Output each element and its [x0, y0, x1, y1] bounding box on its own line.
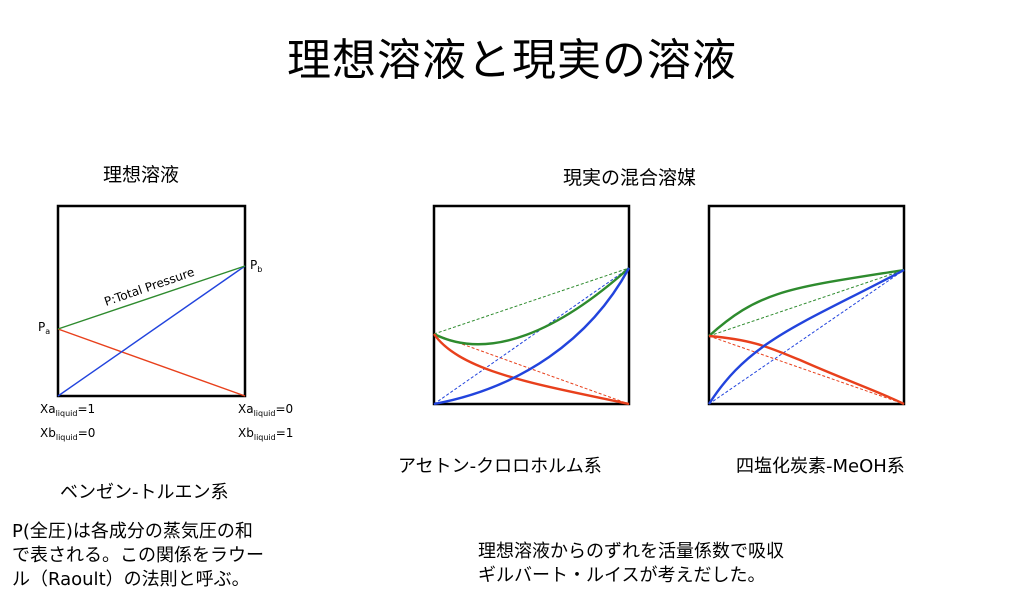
ac-real-total-curve	[433, 267, 630, 346]
xa-left-label: Xaliquid=1	[40, 402, 96, 418]
real-explanation-line: ギルバート・ルイスが考えだした。	[478, 565, 766, 586]
ccl4-meoh-frame	[707, 204, 906, 406]
ac-ideal-a-dashed	[433, 333, 630, 405]
ccl4-meoh-diagram	[707, 204, 906, 406]
ccl4-meoh-caption: 四塩化炭素-MeOH系	[736, 456, 905, 477]
xb-right-label: Xbliquid=1	[238, 426, 294, 442]
ideal-a-partial-line	[57, 328, 246, 397]
ideal-explanation: P(全圧)は各成分の蒸気圧の和 で表される。この関係をラウー ル（Raoult）…	[12, 520, 264, 592]
ideal-explanation-line: ル（Raoult）の法則と呼ぶ。	[12, 569, 250, 590]
xb-left-label: Xbliquid=0	[40, 426, 96, 442]
xa-right-label: Xaliquid=0	[238, 402, 294, 418]
ideal-frame	[56, 204, 247, 398]
cm-ideal-a-dashed	[708, 335, 905, 405]
cm-real-total-curve	[708, 268, 905, 337]
ac-ideal-total-dashed	[433, 267, 630, 335]
ac-real-b-curve	[433, 267, 631, 406]
ideal-caption: ベンゼン-トルエン系	[60, 482, 229, 503]
pa-label: Pa	[38, 320, 51, 336]
acetone-chloroform-frame	[432, 204, 631, 406]
cm-real-b-curve	[707, 268, 905, 405]
page-title: 理想溶液と現実の溶液	[287, 35, 737, 86]
cm-ideal-total-dashed	[708, 269, 905, 337]
ac-real-a-curve	[433, 333, 630, 406]
ideal-explanation-line: で表される。この関係をラウー	[12, 545, 264, 566]
ideal-total-pressure-line	[57, 265, 246, 330]
real-heading: 現実の混合溶媒	[563, 167, 697, 189]
ideal-b-partial-line	[57, 265, 246, 397]
cm-ideal-b-dashed	[708, 269, 905, 405]
ideal-diagram: P:Total Pressure	[56, 204, 247, 398]
ideal-heading: 理想溶液	[103, 164, 180, 186]
ideal-explanation-line: P(全圧)は各成分の蒸気圧の和	[12, 521, 253, 542]
real-explanation-line: 理想溶液からのずれを活量係数で吸収	[478, 541, 784, 562]
pb-label: Pb	[250, 258, 263, 274]
acetone-chloroform-diagram	[432, 204, 631, 406]
cm-real-a-curve	[708, 334, 905, 406]
acetone-chloroform-caption: アセトン-クロロホルム系	[398, 456, 602, 477]
real-explanation: 理想溶液からのずれを活量係数で吸収 ギルバート・ルイスが考えだした。	[478, 540, 784, 588]
